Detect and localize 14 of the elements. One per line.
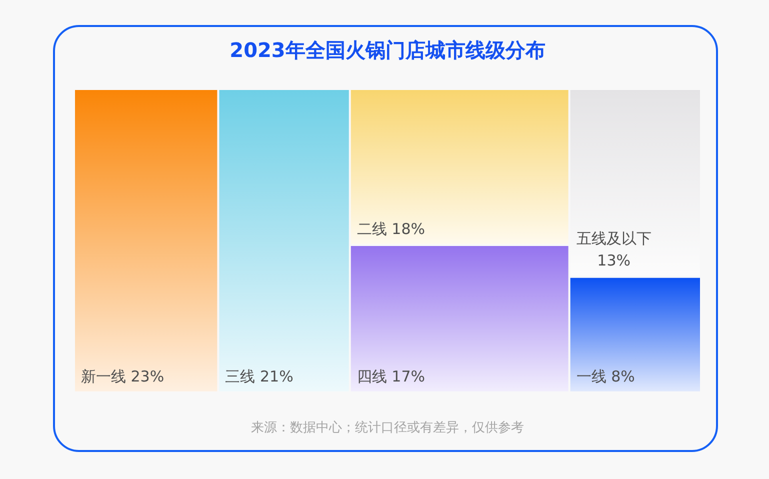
category-label: 三线 [225,367,256,386]
data-label: 8% [611,367,635,386]
category-label: 一线 [576,367,606,386]
category-label: 四线 [356,367,387,386]
data-label: 23% [130,367,164,386]
category-label: 二线 [356,220,387,238]
data-label: 18% [392,220,425,238]
data-label: 21% [260,367,294,386]
category-label: 五线及以下 [576,230,652,248]
data-label: 13% [597,252,631,270]
category-label: 新一线 [81,367,126,386]
source-note: 来源：数据中心；统计口径或有差异，仅供参考 [251,420,524,436]
text: 2023年全国火锅门店城市线级分布 [230,38,546,62]
data-label: 17% [392,367,425,386]
